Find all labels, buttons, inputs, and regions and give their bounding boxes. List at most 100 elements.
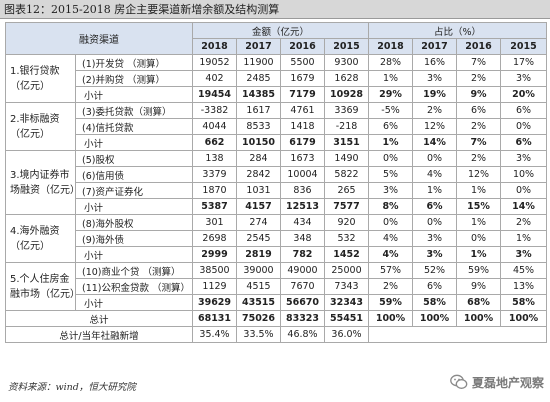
ratio-cell: 36.0% (323, 326, 370, 343)
share-cell: 1% (412, 182, 458, 199)
share-cell: 29% (368, 86, 414, 103)
share-cell: 2% (456, 70, 502, 87)
amount-cell: 19052 (192, 54, 237, 71)
share-cell: 14% (500, 198, 548, 215)
share-cell: 7% (456, 134, 502, 151)
share-year-2017: 2017 (412, 38, 458, 55)
amount-cell: 1628 (323, 70, 370, 87)
amount-cell: 1031 (236, 182, 281, 199)
amount-cell: 274 (236, 214, 281, 231)
amount-cell: 4761 (280, 102, 325, 119)
share-cell: 0% (500, 118, 548, 135)
share-cell: 2% (456, 150, 502, 167)
amount-cell: 10004 (280, 166, 325, 183)
share-cell: 0% (412, 214, 458, 231)
amount-year-2015: 2015 (323, 38, 370, 55)
share-cell: 12% (412, 118, 458, 135)
wechat-icon (450, 374, 468, 390)
share-cell: 0% (368, 214, 414, 231)
group-label: 4.海外融资（亿元） (5, 214, 76, 263)
share-cell: 20% (500, 86, 548, 103)
subtotal-label: 小计 (75, 134, 193, 151)
table-row: 1.银行贷款（亿元） (1)开发贷 （测算） 19052 11900 5500 9300 2… (5, 54, 548, 103)
share-cell: 3% (412, 70, 458, 87)
amount-cell: 6179 (280, 134, 325, 151)
subtotal-row: 小计 19454 14385 7179 10928 29% 19% 9% 20% (6, 86, 548, 103)
amount-cell: 265 (323, 182, 370, 199)
ratio-cell: 33.5% (236, 326, 281, 343)
share-cell: 8% (368, 198, 414, 215)
amount-cell: 3379 (192, 166, 237, 183)
item-label: (8)海外股权 (75, 214, 193, 231)
ratio-row: 总计/当年社融新增 35.4% 33.5% 46.8% 36.0% (5, 326, 548, 343)
share-cell: 3% (412, 246, 458, 263)
amount-cell: 5822 (323, 166, 370, 183)
amount-cell: 3151 (323, 134, 370, 151)
share-year-2016: 2016 (456, 38, 502, 55)
amount-cell: 9300 (323, 54, 370, 71)
amount-cell: 2485 (236, 70, 281, 87)
amount-cell: 43515 (236, 294, 281, 311)
amount-cell: 1617 (236, 102, 281, 119)
share-cell: 17% (500, 54, 548, 71)
share-cell: 15% (456, 198, 502, 215)
table-row: (4)信托贷款 4044 8533 1418 -218 6% 12% 2% 0% (6, 118, 548, 135)
amount-cell: 10928 (323, 86, 370, 103)
subtotal-row: 小计 5387 4157 12513 7577 8% 6% 15% 14% (6, 198, 548, 215)
share-cell: 13% (500, 278, 548, 295)
share-cell: 3% (368, 182, 414, 199)
share-cell: 2% (412, 102, 458, 119)
share-cell: 100% (368, 310, 414, 327)
figure-title: 图表12：2015-2018 房企主要渠道新增余额及结构测算 (0, 0, 550, 19)
amount-cell: 5500 (280, 54, 325, 71)
share-year-2015: 2015 (500, 38, 548, 55)
amount-cell: 38500 (192, 262, 237, 279)
amount-cell: 14385 (236, 86, 281, 103)
amount-cell: 3369 (323, 102, 370, 119)
share-cell: 1% (368, 134, 414, 151)
watermark-text: 夏磊地产观察 (471, 375, 544, 390)
channel-header: 融资渠道 (5, 22, 193, 55)
share-cell: 7% (456, 54, 502, 71)
share-cell: 2% (368, 278, 414, 295)
share-header: 占比（%） (368, 22, 548, 39)
share-cell: 1% (368, 70, 414, 87)
share-cell: 68% (456, 294, 502, 311)
item-label: (7)资产证券化 (75, 182, 193, 199)
ratio-blank (368, 326, 548, 343)
share-cell: 9% (456, 86, 502, 103)
share-cell: 6% (500, 134, 548, 151)
share-cell: 2% (456, 118, 502, 135)
group-label: 3.境内证券市场融资（亿元） (5, 150, 76, 215)
group-label: 1.银行贷款（亿元） (5, 54, 76, 103)
share-cell: 57% (368, 262, 414, 279)
amount-cell: 284 (236, 150, 281, 167)
amount-cell: 7670 (280, 278, 325, 295)
group-label: 2.非标融资（亿元） (5, 102, 76, 151)
share-cell: 59% (456, 262, 502, 279)
share-cell: 1% (456, 182, 502, 199)
share-cell: 0% (412, 150, 458, 167)
share-cell: 16% (412, 54, 458, 71)
subtotal-row: 小计 2999 2819 782 1452 4% 3% 1% 3% (6, 246, 548, 263)
amount-cell: 7343 (323, 278, 370, 295)
share-cell: 14% (412, 134, 458, 151)
amount-cell: 4157 (236, 198, 281, 215)
amount-cell: 49000 (280, 262, 325, 279)
amount-cell: 5387 (192, 198, 237, 215)
table-body: 1.银行贷款（亿元） (1)开发贷 （测算） 19052 11900 5500 9300 2… (5, 54, 548, 343)
amount-cell: 12513 (280, 198, 325, 215)
item-label: (1)开发贷 （测算） (75, 54, 193, 71)
share-cell: 4% (368, 246, 414, 263)
share-cell: 45% (500, 262, 548, 279)
amount-cell: 11900 (236, 54, 281, 71)
share-cell: 0% (500, 182, 548, 199)
amount-cell: 1418 (280, 118, 325, 135)
subtotal-label: 小计 (75, 294, 193, 311)
subtotal-label: 小计 (75, 246, 193, 263)
table-row: (9)海外债 2698 2545 348 532 4% 3% 0% 1% (6, 230, 548, 247)
amount-cell: 2698 (192, 230, 237, 247)
share-cell: 1% (456, 214, 502, 231)
amount-cell: 25000 (323, 262, 370, 279)
amount-cell: 402 (192, 70, 237, 87)
